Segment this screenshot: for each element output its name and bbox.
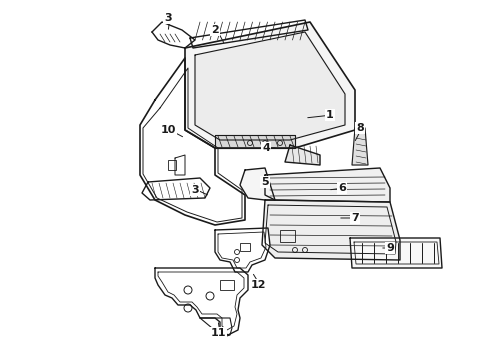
Text: 2: 2 bbox=[211, 25, 219, 35]
Polygon shape bbox=[200, 318, 232, 338]
Polygon shape bbox=[195, 32, 345, 140]
Text: 3: 3 bbox=[191, 185, 199, 195]
Polygon shape bbox=[352, 128, 368, 165]
Polygon shape bbox=[240, 168, 275, 200]
Text: 10: 10 bbox=[160, 125, 176, 135]
Polygon shape bbox=[265, 168, 390, 202]
Polygon shape bbox=[185, 22, 355, 148]
Text: 1: 1 bbox=[326, 110, 334, 120]
Bar bbox=[168, 160, 176, 170]
Polygon shape bbox=[155, 268, 248, 335]
Text: 9: 9 bbox=[386, 243, 394, 253]
Polygon shape bbox=[350, 238, 442, 268]
Text: 4: 4 bbox=[262, 143, 270, 153]
Polygon shape bbox=[262, 200, 400, 260]
Text: 8: 8 bbox=[356, 123, 364, 133]
Bar bbox=[220, 280, 234, 290]
Polygon shape bbox=[152, 22, 195, 48]
Bar bbox=[280, 230, 295, 242]
Text: 6: 6 bbox=[338, 183, 346, 193]
Bar bbox=[240, 243, 250, 251]
Text: 7: 7 bbox=[351, 213, 359, 223]
Text: 5: 5 bbox=[261, 177, 269, 187]
Polygon shape bbox=[190, 20, 308, 48]
Polygon shape bbox=[215, 135, 295, 148]
Text: 11: 11 bbox=[210, 328, 226, 338]
Polygon shape bbox=[215, 228, 270, 272]
Polygon shape bbox=[142, 178, 210, 200]
Text: 3: 3 bbox=[164, 13, 172, 23]
Text: 12: 12 bbox=[250, 280, 266, 290]
Polygon shape bbox=[285, 145, 320, 165]
